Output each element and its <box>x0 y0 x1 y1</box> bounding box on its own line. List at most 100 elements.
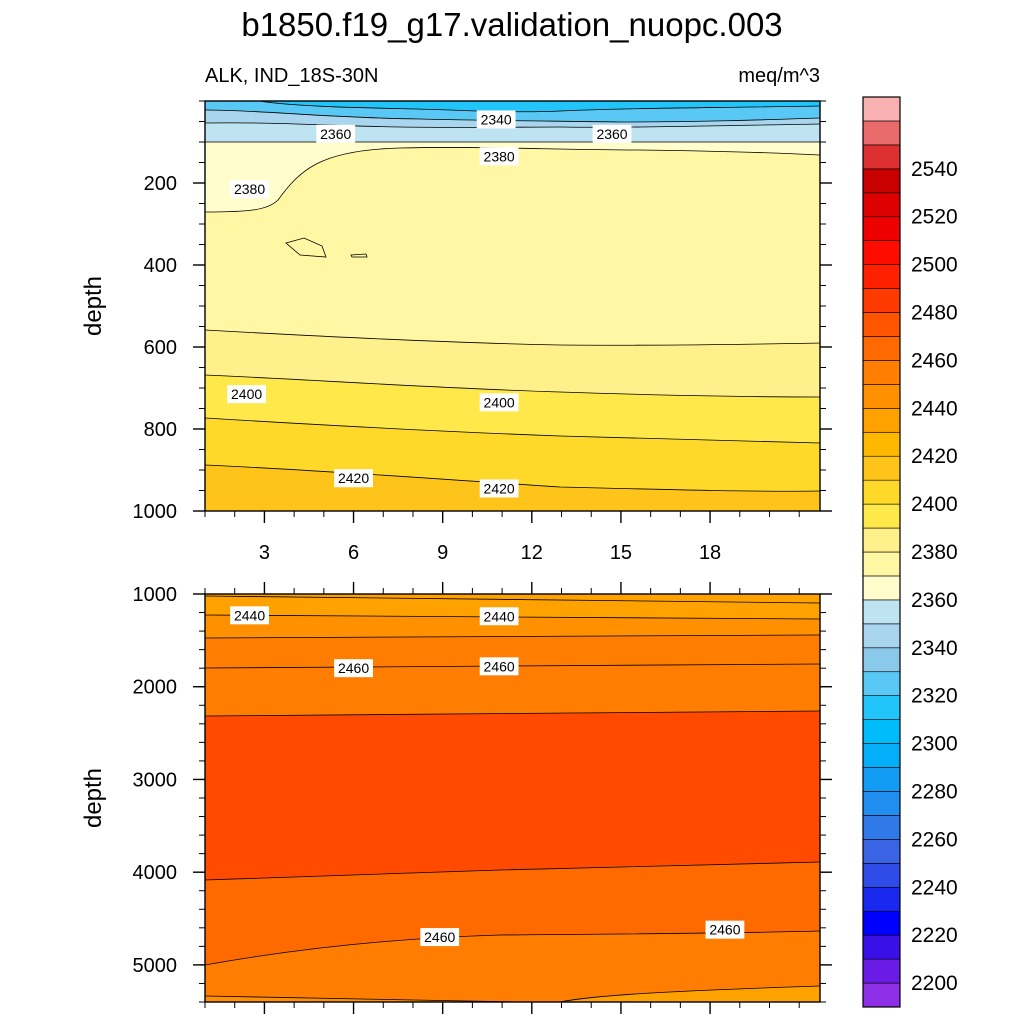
colorbar-swatch <box>862 791 901 816</box>
y-tick-label: 200 <box>144 173 177 195</box>
units-label: meq/m^3 <box>738 65 820 87</box>
contour-label: 2360 <box>316 124 356 143</box>
chart-title: b1850.f19_g17.validation_nuopc.003 <box>241 6 782 43</box>
contour-label: 2460 <box>705 920 745 939</box>
colorbar-label: 2460 <box>911 349 958 372</box>
lower-depth-panel: 2440 2440 2460 2460 2460 2460 1000 2000 3000 400… <box>80 584 832 1003</box>
colorbar-swatch <box>862 288 901 313</box>
contour-closed <box>350 253 368 258</box>
colorbar-swatch <box>862 647 901 673</box>
colorbar-swatch <box>862 431 901 457</box>
colorbar-swatch <box>862 336 901 361</box>
colorbar-label: 2280 <box>911 780 958 803</box>
contour-label-box <box>479 479 519 498</box>
y-tick-label: 2000 <box>133 677 178 699</box>
colorbar-label: 2500 <box>911 254 958 277</box>
x-tick-label: 6 <box>348 542 359 564</box>
contour-label-text: 2360 <box>320 126 351 142</box>
colorbar-swatch <box>862 623 901 649</box>
colorbar-swatch <box>862 599 901 625</box>
colorbar-swatch <box>862 743 901 768</box>
contour-label-box <box>334 659 373 678</box>
contour-line <box>205 710 820 717</box>
colorbar-swatch <box>862 168 901 194</box>
contour-label-text: 2440 <box>484 608 515 624</box>
colorbar-swatch <box>862 958 901 984</box>
contour-line <box>205 634 820 639</box>
contour-label: 2380 <box>479 147 519 166</box>
colorbar-label: 2380 <box>911 541 958 564</box>
colorbar-label: 2540 <box>911 158 958 181</box>
contour-label-box <box>479 607 519 626</box>
colorbar-swatch <box>862 312 901 337</box>
contour-line <box>205 374 820 398</box>
y-tick-label: 1000 <box>133 584 178 606</box>
fill-band-2460-2470-deep <box>205 862 820 965</box>
colorbar-swatch <box>862 120 901 146</box>
colorbar-swatch <box>862 216 901 241</box>
colorbar-swatch <box>862 910 901 936</box>
x-tick-label: 15 <box>610 542 632 564</box>
contour-label-box <box>479 147 519 166</box>
contour-label-box <box>476 110 516 129</box>
colorbar-swatch <box>862 479 901 505</box>
colorbar-swatch <box>862 551 901 577</box>
colorbar-swatch <box>862 144 901 170</box>
contour-label: 2440 <box>479 607 519 626</box>
contour-label: 2400 <box>479 393 519 412</box>
contour-label-text: 2440 <box>234 607 265 623</box>
contour-line <box>205 147 820 213</box>
contour-label-text: 2460 <box>424 929 455 945</box>
contour-label: 2400 <box>227 385 266 404</box>
colorbar-swatch <box>862 934 901 960</box>
colorbar-swatch <box>862 527 901 553</box>
upper-y-axis: 200 400 600 800 1000 <box>133 100 832 523</box>
colorbar-swatch <box>862 671 901 696</box>
colorbar-swatch <box>862 192 901 218</box>
colorbar-label: 2360 <box>911 589 958 612</box>
y-tick-label: 3000 <box>133 769 178 791</box>
contour-label-box <box>479 657 519 676</box>
fill-band-2370-2380 <box>205 142 820 212</box>
contour-line <box>205 329 820 346</box>
contour-label-box <box>230 180 269 199</box>
contour-label-box <box>705 920 745 939</box>
fill-band-2380-2400 <box>205 330 820 397</box>
lower-contour-labels: 2440 2440 2460 2460 2460 2460 <box>230 606 745 947</box>
y-tick-label: 4000 <box>133 862 178 884</box>
x-axis: 3 6 9 12 15 18 <box>204 511 800 1014</box>
contour-label-box <box>230 606 269 625</box>
contour-label-text: 2460 <box>338 660 369 676</box>
colorbar-swatch <box>862 384 901 409</box>
colorbar-swatch <box>862 96 901 122</box>
contour-label-box <box>592 124 632 143</box>
colorbar-swatch <box>862 360 901 385</box>
contour-label: 2360 <box>592 124 632 143</box>
colorbar-swatch <box>862 575 901 601</box>
y-tick-label: 600 <box>144 337 177 359</box>
colorbar-label: 2200 <box>911 972 958 995</box>
contour-label-box <box>316 124 356 143</box>
contour-label-text: 2460 <box>709 922 740 938</box>
colorbar-swatch <box>862 815 901 840</box>
contour-label: 2340 <box>476 110 516 129</box>
contour-line <box>205 464 820 492</box>
colorbar-label: 2520 <box>911 206 958 229</box>
colorbar-label: 2320 <box>911 685 958 708</box>
fill-band-2450-2460 <box>205 615 820 638</box>
colorbar-label: 2300 <box>911 733 958 756</box>
contour-label-text: 2420 <box>484 480 515 496</box>
x-tick-label: 3 <box>259 542 270 564</box>
colorbar-label: 2220 <box>911 924 958 947</box>
contour-label-text: 2420 <box>338 470 369 486</box>
contour-label: 2460 <box>420 928 460 947</box>
colorbar-swatch <box>862 455 901 481</box>
contour-label: 2420 <box>479 479 519 498</box>
colorbar-swatch <box>862 503 901 529</box>
colorbar-label: 2240 <box>911 876 958 899</box>
y-tick-label: 5000 <box>133 955 178 977</box>
contour-line <box>559 985 820 1002</box>
lower-y-axis-title: depth <box>80 768 107 828</box>
y-tick-label: 400 <box>144 255 177 277</box>
